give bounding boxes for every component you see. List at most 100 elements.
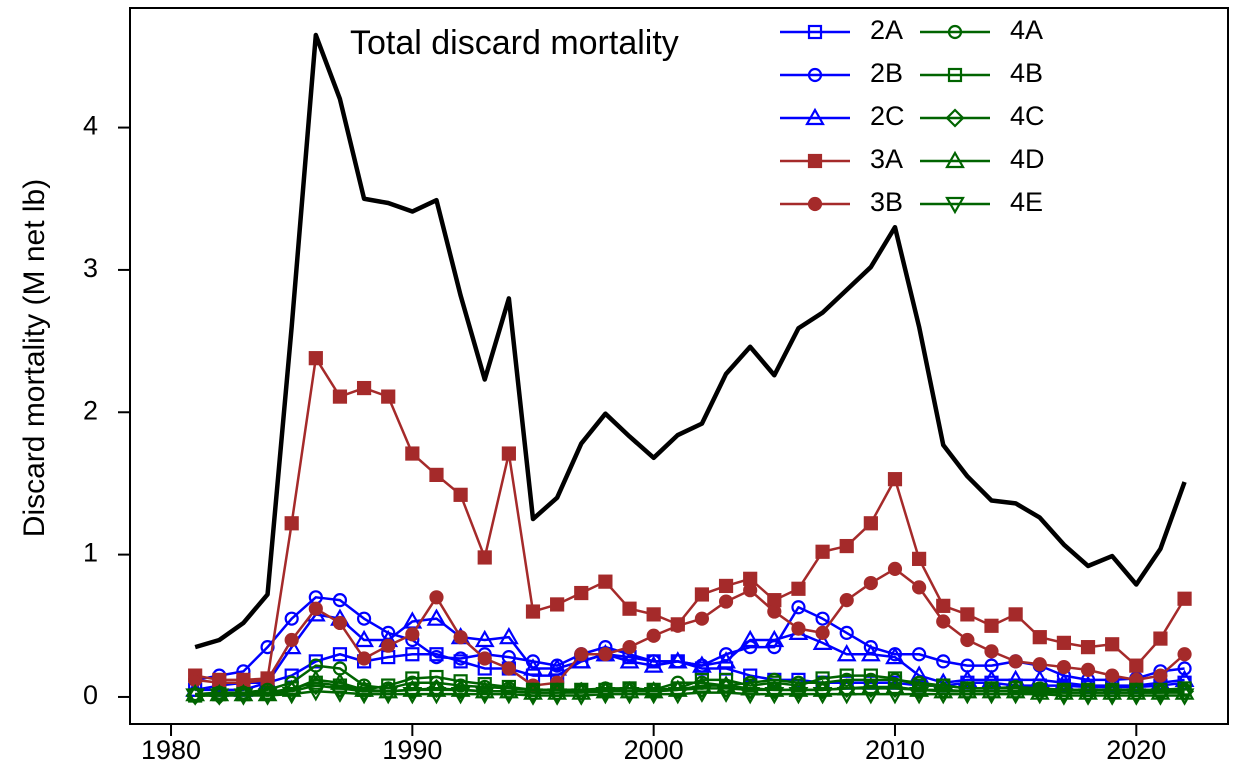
marker xyxy=(945,150,965,169)
marker xyxy=(523,682,543,700)
marker xyxy=(743,583,758,598)
marker xyxy=(718,578,734,594)
marker xyxy=(1080,640,1096,655)
marker xyxy=(622,640,637,655)
marker xyxy=(550,597,565,612)
marker xyxy=(909,687,930,705)
marker xyxy=(525,604,541,619)
marker xyxy=(450,687,471,705)
marker xyxy=(716,651,736,669)
marker xyxy=(764,629,785,648)
marker xyxy=(887,561,903,576)
marker xyxy=(1078,688,1098,706)
marker xyxy=(595,687,616,705)
legend-label: 2B xyxy=(870,58,903,88)
marker xyxy=(453,630,468,645)
marker xyxy=(805,107,825,126)
marker xyxy=(740,687,761,705)
marker xyxy=(860,687,881,705)
marker xyxy=(767,593,782,608)
marker xyxy=(185,683,206,702)
marker xyxy=(523,688,543,706)
marker xyxy=(308,351,323,366)
marker xyxy=(547,658,568,676)
marker xyxy=(912,580,927,595)
marker xyxy=(257,683,278,702)
y-axis-label: Discard mortality (M net lb) xyxy=(18,179,51,537)
marker xyxy=(839,593,854,608)
marker xyxy=(308,601,323,616)
marker xyxy=(646,607,661,622)
marker xyxy=(815,544,830,559)
marker xyxy=(815,611,830,626)
marker xyxy=(405,647,420,662)
marker xyxy=(498,681,519,699)
marker xyxy=(429,590,444,605)
marker xyxy=(812,687,833,705)
marker xyxy=(257,688,278,706)
marker xyxy=(815,671,830,686)
legend-label: 2C xyxy=(870,101,905,131)
marker xyxy=(960,632,975,648)
marker xyxy=(571,688,592,706)
x-tick-label: 1990 xyxy=(382,735,442,765)
x-tick-label: 2020 xyxy=(1106,735,1166,765)
marker xyxy=(863,575,878,591)
marker xyxy=(933,687,954,705)
marker xyxy=(523,658,543,676)
marker xyxy=(426,608,447,626)
marker xyxy=(945,108,965,128)
marker xyxy=(812,632,833,650)
marker xyxy=(957,687,978,705)
marker xyxy=(405,671,420,686)
marker xyxy=(501,661,516,676)
marker xyxy=(571,682,592,700)
marker xyxy=(1032,657,1047,672)
marker xyxy=(547,688,568,706)
marker xyxy=(694,611,710,626)
x-tick-label: 1980 xyxy=(141,735,201,765)
legend-label: 3B xyxy=(870,187,903,217)
marker xyxy=(378,681,399,699)
y-tick-label: 2 xyxy=(83,395,98,425)
marker xyxy=(692,655,712,673)
marker xyxy=(233,683,254,702)
marker xyxy=(1056,635,1072,650)
marker xyxy=(284,516,299,531)
marker xyxy=(330,672,350,690)
marker xyxy=(1177,647,1192,662)
marker xyxy=(1080,662,1096,678)
marker xyxy=(1032,630,1047,645)
plot-frame xyxy=(129,7,1229,725)
legend-label: 2A xyxy=(870,15,903,45)
marker xyxy=(887,671,903,686)
marker xyxy=(622,601,637,616)
y-tick-label: 3 xyxy=(83,253,98,283)
marker xyxy=(692,685,712,703)
marker xyxy=(791,621,806,636)
marker xyxy=(598,574,613,589)
marker xyxy=(791,600,806,615)
marker xyxy=(1126,682,1147,700)
marker xyxy=(1150,688,1171,706)
marker xyxy=(1056,659,1072,675)
marker xyxy=(305,684,326,702)
marker xyxy=(933,681,954,699)
marker xyxy=(308,654,323,669)
marker xyxy=(1153,668,1168,683)
y-tick-label: 1 xyxy=(83,538,98,568)
x-tick-label: 2010 xyxy=(865,735,925,765)
marker xyxy=(1105,668,1120,683)
marker xyxy=(330,685,350,703)
marker xyxy=(574,585,589,601)
marker xyxy=(981,681,1002,699)
marker xyxy=(354,687,374,705)
marker xyxy=(1102,688,1123,706)
marker xyxy=(1177,591,1192,606)
marker xyxy=(595,681,616,699)
marker xyxy=(836,644,857,662)
marker xyxy=(981,669,1002,687)
marker xyxy=(694,587,710,602)
